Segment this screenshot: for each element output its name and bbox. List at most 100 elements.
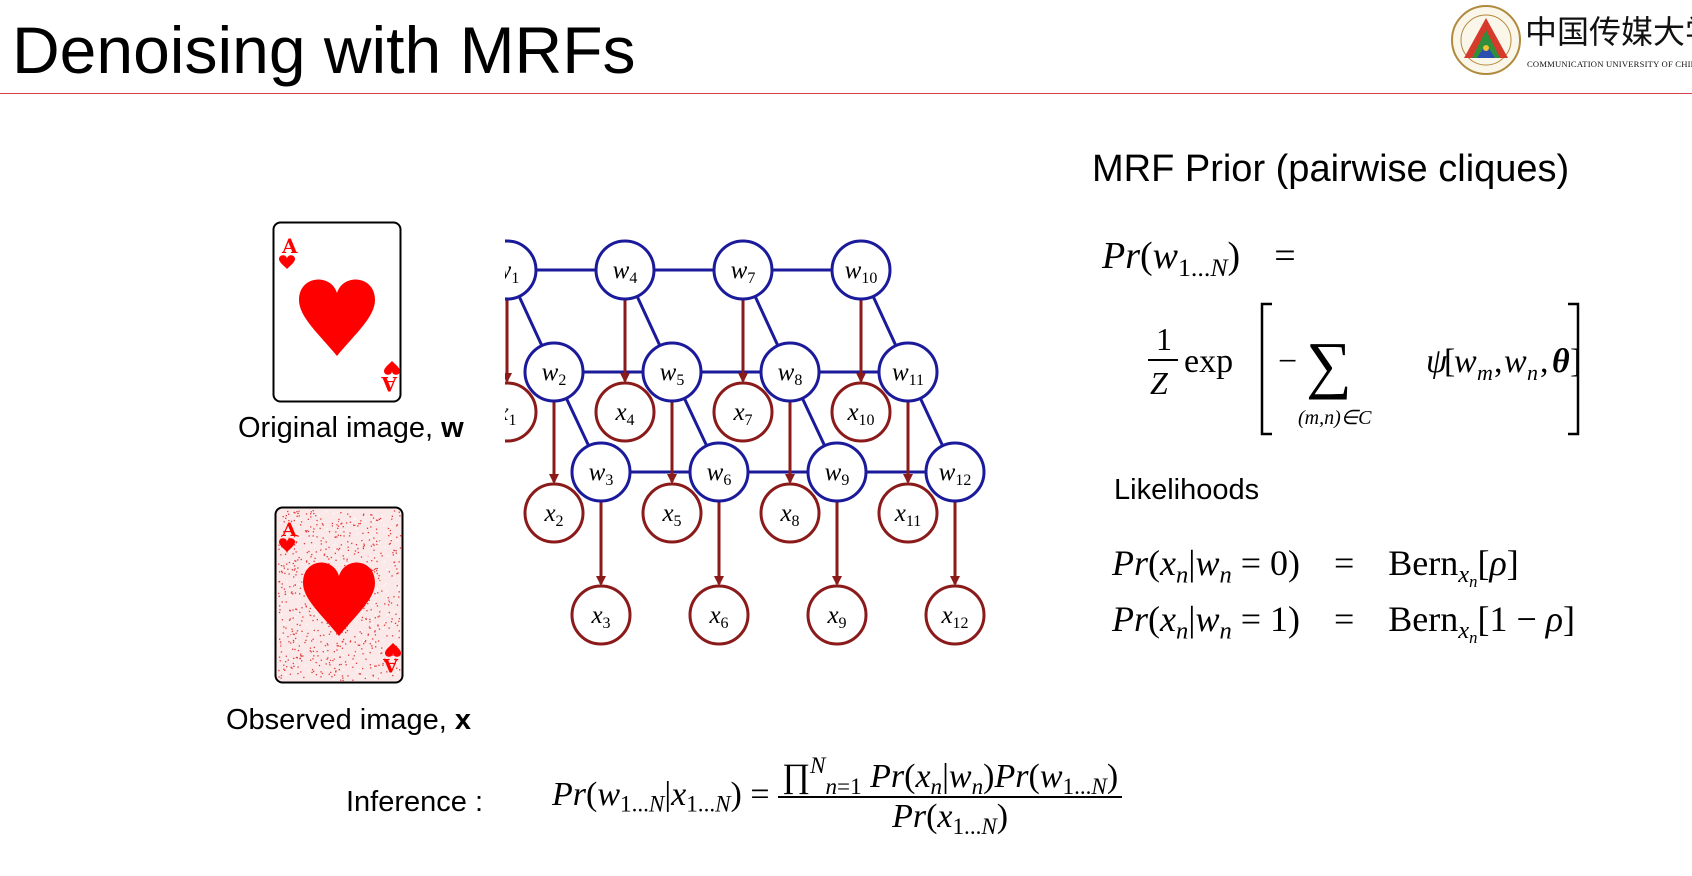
diagonal-edge [635, 295, 662, 347]
svg-text:n: n [1527, 360, 1538, 385]
diagonal-edge [753, 295, 780, 347]
node-label: x6 [708, 602, 728, 632]
prior-expression: 1 Z exp − ∑ (m,n)∈C ψ [ w m , w n , θ ] [1148, 302, 1581, 436]
diagonal-edge [918, 397, 945, 447]
card-rank-top-noisy: A [281, 519, 297, 541]
svg-text:]: ] [1570, 343, 1581, 380]
inference-label: Inference : [346, 786, 484, 818]
observed-node-x2: x2 [523, 482, 585, 544]
observed-image-caption: Observed image, x [226, 704, 471, 737]
svg-text:θ: θ [1552, 343, 1570, 380]
mrf-graph: x1 x2 x3 x4 x5 x6 x7 x8 x9 x10 x11 x12 w1 w2 w3 w4 w5 w6 w… [505, 239, 986, 646]
node-label: x4 [614, 399, 634, 429]
university-seal-icon [1451, 5, 1521, 75]
caption-text: Original image, [238, 412, 442, 444]
university-name-chinese: 中国传媒大学 [1525, 13, 1692, 51]
node-label: x9 [826, 602, 846, 632]
hidden-node-w4: w4 [594, 239, 656, 301]
svg-text:w: w [1454, 343, 1477, 380]
hidden-node-w3: w3 [570, 441, 632, 503]
slide-title: Denoising with MRFs [12, 13, 636, 87]
node-label: w7 [731, 257, 756, 287]
observed-node-x9: x9 [806, 584, 868, 646]
likelihoods-heading: Likelihoods [1114, 474, 1260, 506]
node-label: w1 [505, 257, 519, 287]
caption-variable: w [441, 412, 464, 444]
card-rank-bottom-noisy: A [383, 654, 399, 676]
hidden-node-w8: w8 [759, 341, 821, 403]
hidden-node-w10: w10 [830, 239, 892, 301]
node-label: x1 [505, 399, 517, 429]
node-label: w3 [589, 459, 614, 489]
inference-equation: Pr(w1...N|x1...N) = ∏Nn=1 Pr(xn|wn)Pr(w1… [552, 755, 1123, 838]
likelihood-equation-1: Pr(xn|wn = 1) = Bernxn[1 − ρ] [1112, 599, 1576, 648]
node-label: w5 [660, 359, 685, 389]
observed-node-x12: x12 [924, 584, 986, 646]
svg-text:,: , [1494, 343, 1503, 380]
original-image-caption: Original image, w [238, 412, 464, 445]
node-label: w4 [613, 257, 638, 287]
node-label: w12 [939, 459, 972, 489]
svg-text:−: − [1278, 343, 1297, 380]
graph-edges [505, 268, 960, 586]
observed-node-x6: x6 [688, 584, 750, 646]
hidden-node-w7: w7 [712, 239, 774, 301]
svg-text:[: [ [1444, 343, 1455, 380]
prior-equation-lhs: Pr(w1...N) = [1102, 235, 1296, 282]
node-label: w8 [778, 359, 803, 389]
svg-text:ψ: ψ [1426, 343, 1448, 380]
hidden-node-w6: w6 [688, 441, 750, 503]
observed-node-x10: x10 [830, 381, 892, 443]
hidden-node-w9: w9 [806, 441, 868, 503]
node-label: x12 [940, 602, 968, 632]
hidden-node-w11: w11 [877, 341, 939, 403]
university-name-english: COMMUNICATION UNIVERSITY OF CHINA [1527, 59, 1692, 69]
observed-node-x11: x11 [877, 482, 939, 544]
node-label: w6 [707, 459, 732, 489]
node-label: w9 [825, 459, 850, 489]
diagonal-edge [517, 295, 544, 347]
observed-card-image: A A [274, 506, 404, 684]
hidden-node-w12: w12 [924, 441, 986, 503]
node-label: x10 [846, 399, 874, 429]
svg-text:(m,n)∈C: (m,n)∈C [1298, 407, 1372, 429]
caption-text: Observed image, [226, 704, 455, 736]
node-label: w11 [892, 359, 924, 389]
svg-text:exp: exp [1184, 343, 1233, 380]
observed-node-x5: x5 [641, 482, 703, 544]
card-rank-bottom: A [381, 372, 398, 396]
mrf-prior-heading: MRF Prior (pairwise cliques) [1092, 148, 1570, 190]
svg-text:∑: ∑ [1306, 329, 1352, 400]
observed-node-x7: x7 [712, 381, 774, 443]
node-label: x11 [894, 500, 922, 530]
node-label: x2 [543, 500, 563, 530]
likelihood-equation-0: Pr(xn|wn = 0) = Bernxn[ρ] [1112, 543, 1519, 592]
inference-fraction: ∏Nn=1 Pr(xn|wn)Pr(w1...N) Pr(x1...N) [778, 755, 1123, 838]
diagonal-edge [871, 295, 898, 347]
node-label: x3 [590, 602, 610, 632]
observed-node-x8: x8 [759, 482, 821, 544]
svg-text:1: 1 [1156, 321, 1172, 357]
university-logo: 中国传媒大学 COMMUNICATION UNIVERSITY OF CHINA [1448, 4, 1692, 76]
observed-node-x1: x1 [505, 381, 538, 443]
svg-text:w: w [1504, 343, 1527, 380]
observed-node-x3: x3 [570, 584, 632, 646]
hidden-node-w2: w2 [523, 341, 585, 403]
node-label: w10 [845, 257, 878, 287]
hidden-node-w5: w5 [641, 341, 703, 403]
svg-text:Z: Z [1150, 365, 1169, 401]
card-rank-top: A [281, 234, 298, 258]
node-label: x8 [779, 500, 799, 530]
graph-nodes: x1 x2 x3 x4 x5 x6 x7 x8 x9 x10 x11 x12 w1 w2 w3 w4 w5 w6 w… [505, 239, 986, 646]
caption-variable: x [454, 704, 472, 736]
diagonal-edge [800, 397, 827, 447]
heart-icon-noisy [303, 562, 375, 636]
diagonal-edge [564, 397, 591, 447]
prior-equation-rhs: 1 Z exp − ∑ (m,n)∈C ψ [ w m , w n , θ ] [1148, 300, 1648, 440]
node-label: w2 [542, 359, 567, 389]
svg-text:,: , [1540, 343, 1549, 380]
diagonal-edge [682, 397, 709, 447]
heart-icon [299, 279, 375, 356]
node-label: x7 [732, 399, 752, 429]
title-divider [0, 93, 1692, 94]
